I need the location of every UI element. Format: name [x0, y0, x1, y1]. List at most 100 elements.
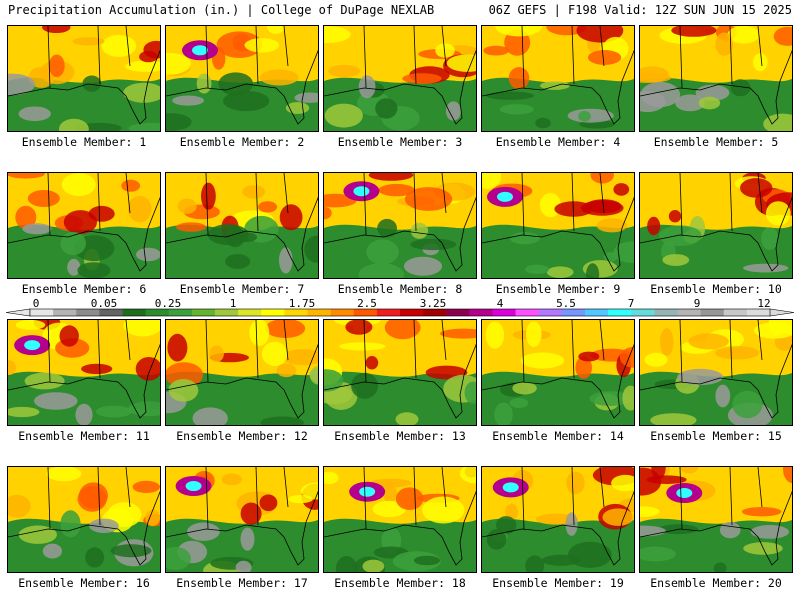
ensemble-member-label: Ensemble Member: 8	[337, 282, 463, 296]
map-title: Precipitation Accumulation (in.) | Colle…	[8, 3, 435, 17]
colorbar-swatch	[515, 309, 540, 316]
ensemble-member-label: Ensemble Member: 9	[495, 282, 621, 296]
colorbar-swatch	[30, 309, 54, 316]
colorbar-tick-label: 5.5	[556, 297, 576, 310]
colorbar-swatch	[400, 309, 424, 316]
ensemble-map-panel	[481, 172, 635, 279]
precip-field-map	[166, 173, 318, 278]
ensemble-map-panel	[165, 319, 319, 426]
ensemble-map-panel	[165, 466, 319, 573]
colorbar-swatch	[423, 309, 447, 316]
precip-field-map	[640, 26, 792, 131]
colorbar-swatch	[561, 309, 586, 316]
precip-field-map	[482, 467, 634, 572]
ensemble-member-label: Ensemble Member: 10	[650, 282, 782, 296]
precip-field-map	[8, 173, 160, 278]
ensemble-map-panel	[165, 172, 319, 279]
precip-field-map	[166, 320, 318, 425]
colorbar-tick-label: 0	[33, 297, 40, 310]
ensemble-map-panel	[323, 466, 477, 573]
colorbar-swatch	[376, 309, 401, 316]
colorbar-tick-label: 2.5	[357, 297, 377, 310]
ensemble-member-label: Ensemble Member: 7	[179, 282, 305, 296]
ensemble-map-panel	[323, 172, 477, 279]
precip-field-map	[482, 26, 634, 131]
ensemble-map-panel	[7, 466, 161, 573]
colorbar-tick-label: 3.25	[420, 297, 447, 310]
colorbar-tick-label: 9	[694, 297, 701, 310]
precip-field-map	[324, 320, 476, 425]
ensemble-map-panel	[481, 466, 635, 573]
precip-field-map	[482, 173, 634, 278]
ensemble-member-label: Ensemble Member: 18	[334, 576, 466, 590]
colorbar-swatch	[261, 309, 285, 316]
colorbar-swatch	[307, 309, 331, 316]
ensemble-member-label: Ensemble Member: 12	[176, 429, 308, 443]
ensemble-member-label: Ensemble Member: 15	[650, 429, 782, 443]
ensemble-map-panel	[639, 172, 793, 279]
precip-field-map	[324, 173, 476, 278]
model-run-valid-time: 06Z GEFS | F198 Valid: 12Z SUN JUN 15 20…	[488, 3, 792, 17]
colorbar-swatch	[284, 309, 308, 316]
colorbar-swatch	[654, 309, 678, 316]
colorbar-max-arrow	[769, 308, 795, 317]
ensemble-member-label: Ensemble Member: 5	[653, 135, 779, 149]
colorbar-tick-label: 0.25	[155, 297, 182, 310]
precip-field-map	[324, 26, 476, 131]
precip-field-map	[8, 467, 160, 572]
precip-colorbar: 0 0.05 0.25 1 1.75 2.5 3.25 4 5.5 7 9 12	[5, 297, 795, 317]
ensemble-member-label: Ensemble Member: 20	[650, 576, 782, 590]
ensemble-member-label: Ensemble Member: 19	[492, 576, 624, 590]
ensemble-map-panel	[323, 319, 477, 426]
colorbar-swatch	[191, 309, 216, 316]
ensemble-map-panel	[165, 25, 319, 132]
colorbar-swatch	[215, 309, 239, 316]
colorbar-swatch	[492, 309, 516, 316]
ensemble-member-label: Ensemble Member: 17	[176, 576, 308, 590]
precip-field-map	[640, 320, 792, 425]
colorbar-swatch	[53, 309, 77, 316]
ensemble-map-panel	[481, 25, 635, 132]
ensemble-member-label: Ensemble Member: 2	[179, 135, 305, 149]
colorbar-tick-label: 4	[497, 297, 504, 310]
precip-field-map	[482, 320, 634, 425]
colorbar-swatch	[238, 309, 262, 316]
colorbar-swatch	[168, 309, 193, 316]
precip-field-map	[640, 173, 792, 278]
precip-field-map	[166, 467, 318, 572]
ensemble-member-label: Ensemble Member: 14	[492, 429, 624, 443]
colorbar-swatch	[677, 309, 701, 316]
precip-field-map	[166, 26, 318, 131]
ensemble-map-panel	[7, 319, 161, 426]
ensemble-member-label: Ensemble Member: 3	[337, 135, 463, 149]
colorbar-swatch	[469, 309, 493, 316]
ensemble-member-label: Ensemble Member: 11	[18, 429, 150, 443]
colorbar-swatch	[608, 309, 632, 316]
colorbar-min-arrow	[5, 308, 31, 317]
colorbar-swatch	[99, 309, 123, 316]
colorbar-tick-label: 7	[628, 297, 635, 310]
ensemble-member-label: Ensemble Member: 16	[18, 576, 150, 590]
colorbar-swatch	[723, 309, 748, 316]
precip-field-map	[8, 26, 160, 131]
colorbar-swatch	[446, 309, 470, 316]
ensemble-map-panel	[639, 319, 793, 426]
colorbar-swatch	[538, 309, 563, 316]
precip-field-map	[324, 467, 476, 572]
colorbar-tick-label: 0.05	[91, 297, 118, 310]
colorbar-swatch	[353, 309, 378, 316]
colorbar-swatch	[631, 309, 655, 316]
colorbar-swatch	[330, 309, 355, 316]
colorbar-swatch	[76, 309, 100, 316]
colorbar-tick-label: 1	[230, 297, 237, 310]
colorbar-swatch	[145, 309, 170, 316]
colorbar-swatch	[746, 309, 771, 316]
precip-field-map	[640, 467, 792, 572]
ensemble-map-panel	[323, 25, 477, 132]
ensemble-map-panel	[639, 466, 793, 573]
ensemble-map-panel	[481, 319, 635, 426]
colorbar-tick-label: 12	[757, 297, 770, 310]
ensemble-member-label: Ensemble Member: 13	[334, 429, 466, 443]
ensemble-map-panel	[639, 25, 793, 132]
colorbar-swatch	[585, 309, 609, 316]
